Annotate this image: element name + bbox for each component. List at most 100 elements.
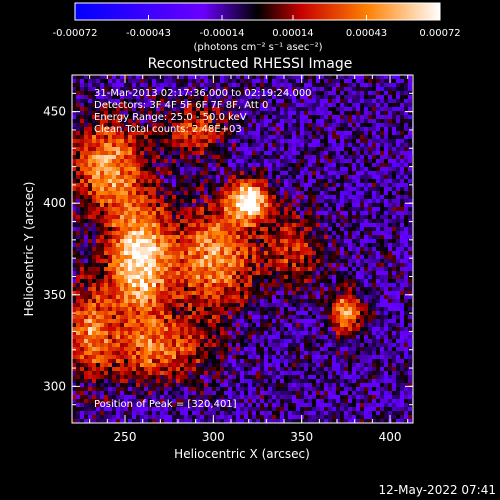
heatmap-cell: [400, 191, 404, 195]
heatmap-cell: [304, 295, 308, 299]
heatmap-cell: [124, 167, 128, 171]
heatmap-cell: [108, 167, 112, 171]
heatmap-cell: [144, 155, 148, 159]
heatmap-cell: [100, 255, 104, 259]
heatmap-cell: [332, 103, 336, 107]
heatmap-cell: [132, 99, 136, 103]
heatmap-cell: [96, 135, 100, 139]
heatmap-cell: [380, 187, 384, 191]
heatmap-cell: [216, 303, 220, 307]
heatmap-cell: [392, 271, 396, 275]
heatmap-cell: [140, 83, 144, 87]
heatmap-cell: [276, 263, 280, 267]
heatmap-cell: [384, 259, 388, 263]
heatmap-cell: [124, 271, 128, 275]
heatmap-cell: [340, 219, 344, 223]
heatmap-cell: [164, 167, 168, 171]
heatmap-cell: [196, 91, 200, 95]
heatmap-cell: [308, 103, 312, 107]
heatmap-cell: [324, 139, 328, 143]
heatmap-cell: [220, 283, 224, 287]
heatmap-cell: [92, 143, 96, 147]
heatmap-cell: [268, 103, 272, 107]
heatmap-cell: [176, 155, 180, 159]
heatmap-cell: [400, 199, 404, 203]
heatmap-cell: [228, 119, 232, 123]
heatmap-cell: [308, 135, 312, 139]
heatmap-cell: [400, 231, 404, 235]
heatmap-cell: [320, 87, 324, 91]
heatmap-cell: [280, 115, 284, 119]
heatmap-cell: [288, 235, 292, 239]
heatmap-cell: [384, 235, 388, 239]
heatmap-cell: [136, 199, 140, 203]
heatmap-cell: [196, 79, 200, 83]
heatmap-cell: [256, 199, 260, 203]
heatmap-cell: [324, 163, 328, 167]
heatmap-cell: [220, 147, 224, 151]
heatmap-cell: [312, 239, 316, 243]
heatmap-cell: [392, 247, 396, 251]
heatmap-cell: [324, 219, 328, 223]
heatmap-cell: [180, 283, 184, 287]
heatmap-cell: [112, 75, 116, 79]
heatmap-cell: [220, 119, 224, 123]
heatmap-cell: [288, 239, 292, 243]
heatmap-cell: [280, 151, 284, 155]
heatmap-cell: [312, 227, 316, 231]
heatmap-cell: [112, 127, 116, 131]
heatmap-cell: [120, 283, 124, 287]
heatmap-cell: [212, 127, 216, 131]
heatmap-cell: [332, 131, 336, 135]
heatmap-cell: [340, 91, 344, 95]
heatmap-cell: [348, 131, 352, 135]
heatmap-cell: [84, 147, 88, 151]
heatmap-cell: [344, 227, 348, 231]
heatmap-cell: [344, 79, 348, 83]
heatmap-cell: [224, 195, 228, 199]
heatmap-cell: [168, 227, 172, 231]
heatmap-cell: [336, 223, 340, 227]
heatmap-cell: [240, 287, 244, 291]
heatmap-cell: [112, 135, 116, 139]
heatmap-cell: [256, 215, 260, 219]
heatmap-cell: [92, 223, 96, 227]
heatmap-cell: [192, 123, 196, 127]
heatmap-cell: [156, 263, 160, 267]
heatmap-cell: [312, 171, 316, 175]
heatmap-cell: [252, 191, 256, 195]
heatmap-cell: [84, 207, 88, 211]
heatmap-cell: [124, 83, 128, 87]
heatmap-cell: [88, 79, 92, 83]
heatmap-cell: [124, 303, 128, 307]
heatmap-cell: [372, 191, 376, 195]
heatmap-cell: [264, 115, 268, 119]
heatmap-cell: [144, 195, 148, 199]
heatmap-cell: [88, 107, 92, 111]
heatmap-cell: [220, 83, 224, 87]
heatmap-cell: [168, 259, 172, 263]
heatmap-cell: [408, 235, 412, 239]
heatmap-cell: [112, 227, 116, 231]
heatmap-cell: [108, 227, 112, 231]
heatmap-cell: [168, 131, 172, 135]
heatmap-cell: [160, 251, 164, 255]
heatmap-cell: [116, 243, 120, 247]
heatmap-cell: [164, 83, 168, 87]
heatmap-cell: [388, 127, 392, 131]
heatmap-cell: [396, 259, 400, 263]
heatmap-cell: [316, 303, 320, 307]
heatmap-cell: [268, 267, 272, 271]
heatmap-cell: [84, 155, 88, 159]
heatmap-cell: [124, 195, 128, 199]
heatmap-cell: [372, 147, 376, 151]
heatmap-cell: [88, 151, 92, 155]
heatmap-cell: [116, 163, 120, 167]
heatmap-cell: [200, 139, 204, 143]
heatmap-cell: [248, 195, 252, 199]
heatmap-cell: [300, 243, 304, 247]
heatmap-cell: [212, 255, 216, 259]
heatmap-cell: [392, 207, 396, 211]
heatmap-cell: [228, 107, 232, 111]
heatmap-cell: [284, 159, 288, 163]
